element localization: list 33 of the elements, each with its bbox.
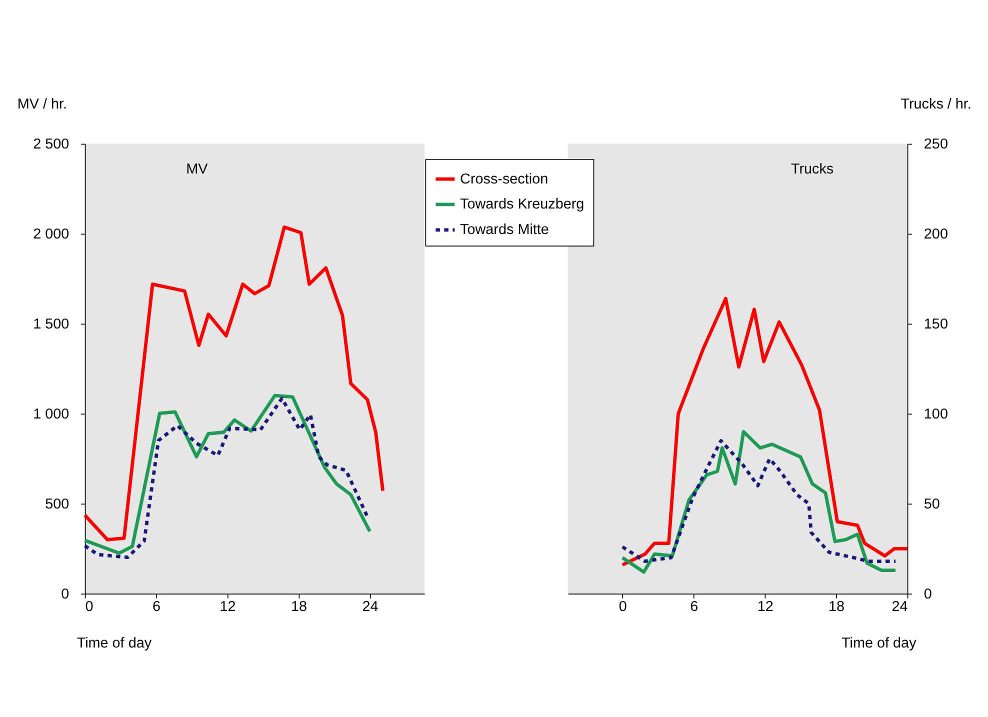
x-tick-label: 18 bbox=[828, 599, 845, 616]
y-tick-label: 1 000 bbox=[33, 406, 70, 422]
x-axis-title: Time of day bbox=[76, 636, 152, 652]
x-tick-label: 0 bbox=[618, 599, 627, 616]
y2-tick-label: 250 bbox=[924, 136, 948, 152]
y2-tick-label: 0 bbox=[924, 586, 932, 602]
y-tick-label: 2 500 bbox=[33, 136, 70, 152]
x-tick-label: 12 bbox=[220, 599, 236, 616]
y2-tick-label: 100 bbox=[924, 406, 948, 422]
y-tick-label: 1 500 bbox=[33, 316, 70, 332]
legend-label: Cross-section bbox=[460, 171, 548, 188]
line-series bbox=[83, 225, 385, 542]
y-tick-label: 500 bbox=[45, 496, 70, 512]
text: MV bbox=[186, 162, 208, 178]
x-tick-label: 6 bbox=[690, 599, 698, 616]
legend-label: Towards Kreuzberg bbox=[460, 196, 584, 213]
legend-label: Towards Mitte bbox=[460, 222, 549, 238]
line-series bbox=[620, 296, 910, 567]
x-tick-label: 6 bbox=[152, 599, 161, 616]
y-axis-title: MV / hr. bbox=[17, 96, 68, 113]
text: Trucks bbox=[790, 162, 834, 178]
y-tick-label: 0 bbox=[61, 586, 70, 602]
x-tick-label: 0 bbox=[85, 599, 94, 616]
y-tick-label: 2 000 bbox=[33, 226, 70, 242]
x-tick-label: 18 bbox=[290, 599, 308, 616]
y2-tick-label: 150 bbox=[924, 316, 948, 332]
y2-axis-title: Trucks / hr. bbox=[900, 96, 972, 113]
y2-tick-label: 200 bbox=[924, 226, 948, 242]
y2-tick-label: 50 bbox=[924, 496, 940, 512]
x-tick-label: 24 bbox=[892, 599, 908, 616]
x-axis-title: Time of day bbox=[842, 636, 918, 652]
x-tick-label: 24 bbox=[362, 599, 378, 616]
x-tick-label: 12 bbox=[757, 599, 774, 616]
